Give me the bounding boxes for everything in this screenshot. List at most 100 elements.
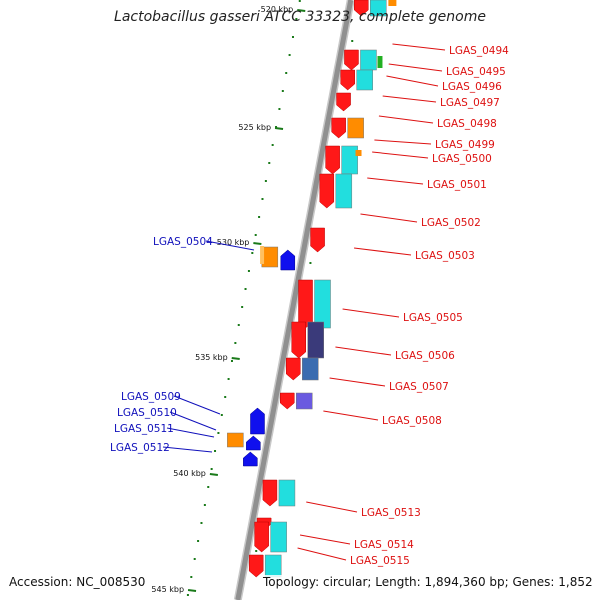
- gene-label-forward: LGAS_0513: [361, 507, 421, 519]
- cds-forward-arrow: [331, 117, 346, 139]
- tick-dot: [247, 270, 250, 272]
- tick-dot: [271, 144, 274, 146]
- tick-dot: [275, 126, 278, 128]
- gene-label-reverse: LGAS_0504: [153, 236, 213, 248]
- gene-label-leader: [335, 346, 392, 356]
- gene-label-leader: [297, 547, 347, 561]
- tick-dot: [264, 180, 267, 182]
- cog-category-box: [261, 246, 279, 268]
- cds-forward-arrow: [280, 392, 295, 410]
- tick-dot: [268, 162, 271, 164]
- gene-label-forward: LGAS_0507: [389, 381, 449, 393]
- tick-dot: [220, 414, 223, 416]
- map-title: Lactobacillus gasseri ATCC 33323, comple…: [114, 9, 486, 25]
- tick-dot: [244, 288, 247, 290]
- cds-reverse-arrow: [250, 407, 265, 435]
- gene-label-forward: LGAS_0505: [403, 312, 463, 324]
- gene-label-leader: [360, 213, 418, 223]
- gene-label-leader: [372, 151, 429, 159]
- cog-category-box: [356, 69, 373, 91]
- gene-label-reverse: LGAS_0512: [110, 442, 170, 454]
- cds-forward-arrow: [262, 479, 278, 507]
- cds-forward-arrow: [298, 279, 313, 329]
- gene-label-forward: LGAS_0499: [435, 139, 495, 151]
- gene-label-forward: LGAS_0497: [440, 97, 500, 109]
- scale-label: 525 kbp: [238, 123, 271, 132]
- gene-label-forward: LGAS_0501: [427, 179, 487, 191]
- cds-reverse-arrow: [246, 435, 261, 451]
- cog-category-box: [227, 432, 244, 448]
- gene-label-leader: [166, 427, 215, 438]
- cog-category-box: [360, 49, 377, 71]
- tick-dot: [190, 576, 193, 578]
- tick-dot: [214, 450, 217, 452]
- scale-label: 545 kbp: [151, 585, 184, 594]
- tick-dot: [258, 216, 261, 218]
- tick-dot: [351, 40, 354, 42]
- gene-label-leader: [205, 240, 255, 251]
- tick-dot: [285, 72, 288, 74]
- tick-dot: [251, 252, 254, 254]
- cog-category-box: [341, 145, 358, 175]
- cog-category-box: [335, 173, 353, 209]
- gene-label-leader: [342, 308, 400, 318]
- gene-label-forward: LGAS_0514: [354, 539, 414, 551]
- gene-label-leader: [173, 395, 221, 415]
- cds-forward-arrow: [286, 357, 301, 381]
- gene-label-leader: [323, 410, 379, 421]
- tick-dot: [291, 36, 294, 38]
- cog-category-box: [264, 554, 282, 578]
- gene-label-forward: LGAS_0502: [421, 217, 481, 229]
- cog-category-box: [278, 479, 296, 507]
- gene-label-leader: [388, 63, 443, 72]
- cds-forward-arrow: [340, 69, 355, 91]
- tick-dot: [288, 54, 291, 56]
- tick-dot: [197, 540, 200, 542]
- tick-dot: [203, 504, 206, 506]
- tick-dot: [200, 522, 203, 524]
- gene-label-forward: LGAS_0506: [395, 350, 455, 362]
- gene-label-reverse: LGAS_0511: [114, 423, 174, 435]
- gene-label-leader: [367, 177, 424, 185]
- cog-category-box: [260, 246, 265, 264]
- gene-label-leader: [329, 377, 386, 387]
- gene-label-leader: [162, 446, 213, 453]
- scale-tick: [209, 473, 219, 476]
- gene-label-leader: [354, 247, 412, 256]
- cog-category-box: [270, 521, 287, 553]
- scale-label: 520 kbp: [261, 5, 294, 14]
- cog-category-box: [307, 321, 324, 359]
- tick-dot: [207, 486, 210, 488]
- gene-label-leader: [374, 139, 432, 145]
- cog-category-box: [314, 279, 331, 329]
- topology-label: Topology: circular; Length: 1,894,360 bp…: [262, 575, 594, 589]
- cds-forward-arrow: [344, 49, 359, 71]
- tick-dot: [281, 90, 284, 92]
- cds-forward-arrow: [291, 321, 306, 359]
- cog-category-box: [347, 117, 364, 139]
- tick-dot: [278, 108, 281, 110]
- tick-dot: [227, 378, 230, 380]
- gene-label-leader: [382, 95, 437, 103]
- cds-forward-arrow: [319, 173, 335, 209]
- cog-category-box: [296, 392, 313, 410]
- tick-dot: [241, 306, 244, 308]
- gene-label-leader: [306, 501, 358, 513]
- tick-dot: [254, 234, 257, 236]
- scale-label: 530 kbp: [217, 238, 250, 247]
- cds-forward-arrow: [325, 145, 340, 175]
- accession-label: Accession: NC_008530: [8, 575, 147, 589]
- scale-tick: [297, 9, 306, 12]
- cds-forward-arrow: [310, 227, 325, 253]
- cog-category-box: [302, 357, 319, 381]
- cds-forward-arrow: [354, 0, 369, 17]
- gene-label-reverse: LGAS_0510: [117, 407, 177, 419]
- tick-dot: [193, 558, 196, 560]
- tick-dot: [224, 396, 227, 398]
- scale-label: 540 kbp: [173, 469, 206, 478]
- gene-label-forward: LGAS_0495: [446, 66, 506, 78]
- scale-tick: [187, 589, 197, 592]
- gene-label-forward: LGAS_0500: [432, 153, 492, 165]
